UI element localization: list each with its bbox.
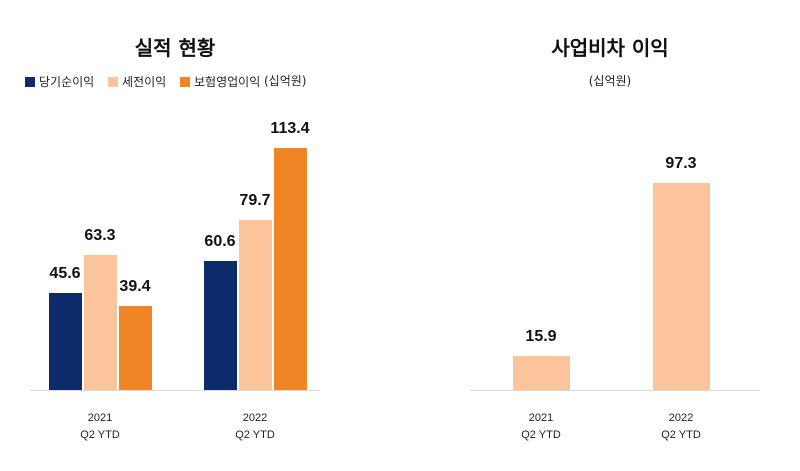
- bar: [118, 306, 152, 390]
- value-label: 39.4: [119, 278, 151, 296]
- legend-swatch: [108, 76, 118, 87]
- x-tick-label: 2022 Q2 YTD: [661, 412, 701, 441]
- bar: [512, 356, 570, 390]
- legend-item: 보험영업이익: [180, 73, 260, 90]
- legend-swatch: [180, 76, 190, 87]
- legend-item: 세전이익: [108, 73, 166, 90]
- bar: [83, 255, 117, 390]
- value-label: 97.3: [665, 154, 697, 172]
- value-label: 63.3: [84, 227, 116, 245]
- x-tick-label: 2022 Q2 YTD: [235, 412, 275, 441]
- bar: [48, 292, 82, 390]
- legend-swatch: [25, 76, 35, 87]
- baseline: [470, 390, 760, 391]
- x-tick-label: 2021 Q2 YTD: [521, 412, 561, 441]
- bar: [652, 182, 710, 390]
- unit-label: (십억원): [264, 74, 307, 88]
- value-label: 15.9: [525, 328, 557, 346]
- legend-label: 당기순이익: [39, 75, 95, 89]
- unit-label: (십억원): [588, 74, 632, 88]
- bar: [203, 260, 237, 390]
- bar: [273, 148, 307, 390]
- chart-title: 실적 현황: [134, 36, 216, 60]
- value-label: 60.6: [204, 232, 236, 250]
- legend-label: 보험영업이익: [194, 75, 261, 89]
- x-tick-label: 2021 Q2 YTD: [80, 412, 120, 441]
- baseline: [30, 390, 320, 391]
- legend-label: 세전이익: [122, 75, 167, 89]
- bar: [238, 220, 272, 390]
- value-label: 45.6: [49, 264, 81, 282]
- legend-item: 당기순이익: [25, 73, 94, 90]
- value-label: 113.4: [270, 120, 310, 138]
- value-label: 79.7: [239, 192, 271, 210]
- chart-title: 사업비차 이익: [551, 36, 669, 60]
